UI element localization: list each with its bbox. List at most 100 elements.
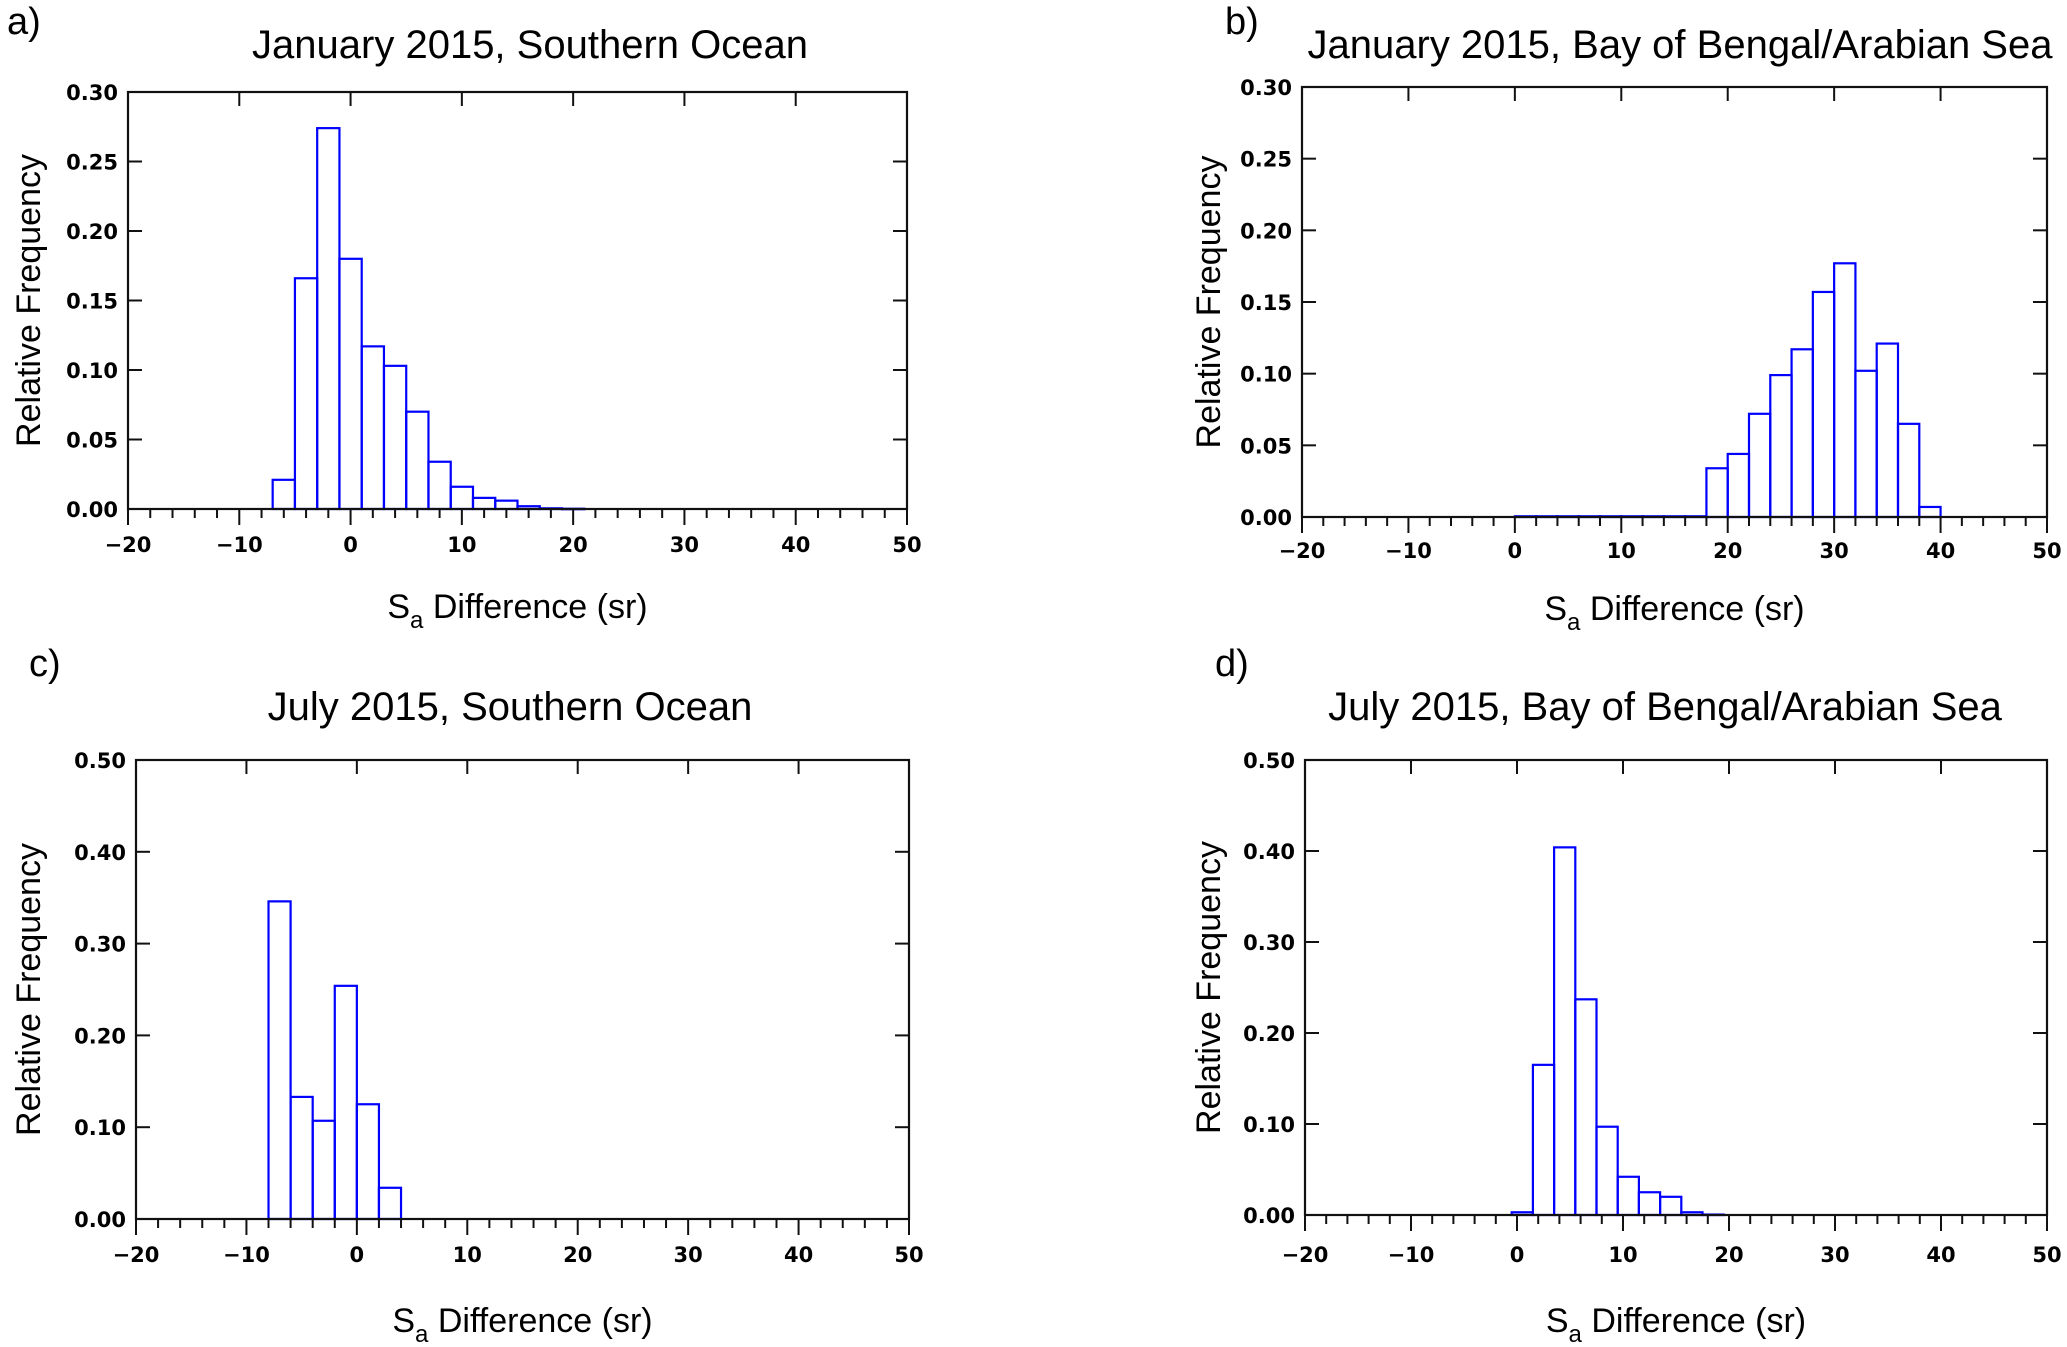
panel-b: b) January 2015, Bay of Bengal/Arabian Se… [1190, 1, 2062, 636]
y-tick-label: 0.20 [1243, 1022, 1295, 1046]
x-tick-label: 20 [1714, 1243, 1743, 1267]
x-tick-label: 30 [674, 1243, 703, 1267]
x-axis-label-main: S [392, 1302, 415, 1340]
histogram-bar [1854, 369, 1878, 519]
histogram-bar [360, 345, 386, 511]
y-axis-label: Relative Frequency [1190, 156, 1228, 449]
y-tick-label: 0.30 [1240, 76, 1292, 100]
x-axis-label-subscript: a [415, 1321, 429, 1347]
x-tick-label: 20 [1713, 539, 1742, 563]
histogram-bar [1705, 467, 1729, 519]
y-tick-label: 0.10 [1240, 363, 1292, 387]
x-axis-label-subscript: a [410, 607, 424, 634]
histogram-bar [1747, 412, 1772, 519]
histogram-bar [427, 460, 452, 511]
x-tick-label: −10 [223, 1243, 270, 1267]
x-axis-label-rest: Difference (sr) [428, 1302, 652, 1340]
histogram-bar [1552, 846, 1577, 1217]
y-axis-label: Relative Frequency [1190, 841, 1228, 1134]
x-tick-label: 10 [447, 533, 476, 557]
x-tick-label: 50 [892, 533, 921, 557]
y-tick-label: 0.20 [66, 220, 118, 244]
y-tick-label: 0.10 [74, 1116, 126, 1140]
x-axis-label-rest: Difference (sr) [1580, 590, 1804, 628]
histogram-bar [1531, 1063, 1556, 1217]
x-tick-label: 30 [1820, 539, 1849, 563]
y-tick-label: 0.15 [1240, 291, 1292, 315]
y-tick-label: 0.30 [74, 933, 126, 957]
histogram-bar [271, 478, 297, 511]
y-tick-label: 0.10 [1243, 1113, 1295, 1137]
x-tick-label: 40 [1926, 539, 1955, 563]
x-tick-label: 0 [350, 1243, 365, 1267]
y-tick-label: 0.40 [74, 841, 126, 865]
y-tick-label: 0.50 [1243, 749, 1295, 773]
plot-frame [1300, 85, 2049, 519]
histogram-bar [1918, 505, 1942, 519]
x-tick-label: 40 [781, 533, 810, 557]
x-axis-label-subscript: a [1567, 609, 1581, 636]
panel-label: c) [29, 643, 61, 685]
x-tick-label: −10 [1388, 1243, 1435, 1267]
panel-label: b) [1225, 1, 1259, 43]
y-tick-label: 0.25 [66, 151, 118, 175]
x-axis-label-rest: Difference (sr) [423, 588, 647, 626]
x-tick-label: 0 [1510, 1243, 1525, 1267]
x-tick-label: −20 [1279, 539, 1326, 563]
y-tick-label: 0.40 [1243, 840, 1295, 864]
x-tick-label: −10 [216, 533, 263, 557]
panel-d: d) July 2015, Bay of Bengal/Arabian Sea −2… [1190, 643, 2062, 1347]
panel-a: a) January 2015, Southern Ocean −20 −10 0 10 2… [7, 1, 922, 634]
x-tick-label: 20 [559, 533, 588, 557]
x-tick-label: 30 [1820, 1243, 1849, 1267]
histogram-bar [471, 496, 497, 511]
chart-title: July 2015, Bay of Bengal/Arabian Sea [1328, 685, 2003, 729]
y-axis-label: Relative Frequency [10, 843, 48, 1136]
x-tick-label: 0 [343, 533, 358, 557]
chart-title: January 2015, Southern Ocean [252, 23, 808, 67]
y-tick-label: 0.00 [1240, 506, 1292, 530]
y-tick-label: 0.05 [1240, 434, 1292, 458]
x-tick-label: 50 [2032, 539, 2061, 563]
histogram-bar [338, 257, 363, 511]
y-tick-label: 0.25 [1240, 148, 1292, 172]
y-tick-label: 0.00 [66, 498, 118, 522]
histogram-bar [1875, 342, 1900, 519]
x-tick-label: 10 [1608, 1243, 1637, 1267]
y-tick-label: 0.20 [74, 1024, 126, 1048]
histogram-bar [1658, 1195, 1683, 1217]
x-tick-label: 50 [894, 1243, 923, 1267]
histogram-bar [1833, 262, 1857, 519]
x-axis-label-main: S [1546, 1302, 1569, 1340]
x-axis-label: Sa Difference (sr) [387, 588, 647, 634]
x-tick-label: −10 [1385, 539, 1432, 563]
histogram-bar [267, 900, 292, 1221]
histogram-bar [405, 410, 430, 511]
plot-frame [134, 758, 911, 1221]
histogram-bar [1769, 374, 1793, 519]
x-tick-label: −20 [113, 1243, 160, 1267]
histogram-bar [1726, 452, 1751, 519]
histogram-bar [1811, 290, 1836, 519]
x-tick-label: 20 [563, 1243, 592, 1267]
x-axis-label-subscript: a [1569, 1321, 1583, 1347]
histogram-bar [1595, 1125, 1619, 1217]
y-tick-label: 0.15 [66, 290, 118, 314]
plot-frame [1303, 758, 2049, 1217]
y-tick-label: 0.50 [74, 749, 126, 773]
x-axis-label: Sa Difference (sr) [1546, 1302, 1806, 1347]
chart-title: January 2015, Bay of Bengal/Arabian Sea [1308, 23, 2054, 67]
histogram-bar [449, 485, 475, 511]
x-tick-label: 10 [453, 1243, 482, 1267]
histogram-bar [293, 277, 319, 511]
histogram-bar [316, 127, 341, 511]
histogram-bar [377, 1186, 403, 1221]
x-tick-label: 10 [1607, 539, 1636, 563]
histogram-bar [289, 1095, 314, 1221]
panel-label: d) [1215, 643, 1249, 685]
histogram-bar [1637, 1191, 1662, 1217]
chart-title: July 2015, Southern Ocean [268, 685, 753, 729]
histogram-bar [1616, 1175, 1640, 1217]
y-tick-label: 0.05 [66, 429, 118, 453]
